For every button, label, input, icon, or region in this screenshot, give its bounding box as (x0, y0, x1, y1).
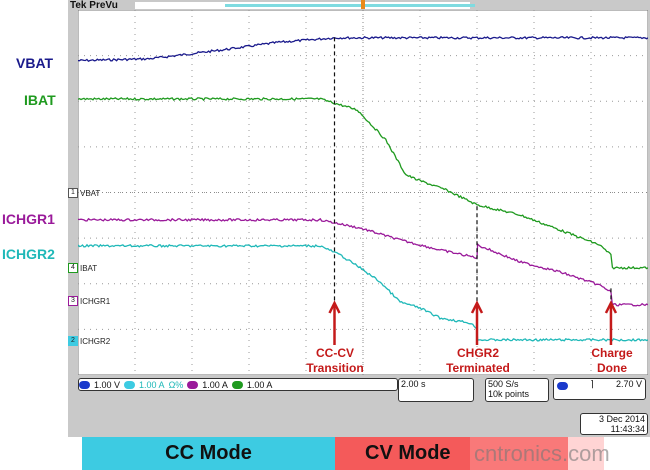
label-vbat: VBAT (16, 55, 54, 71)
trigger-marker-icon (361, 0, 365, 9)
timebase-box[interactable]: 2.00 s (398, 378, 474, 402)
trigger-level: 2.70 V (615, 379, 642, 389)
label-ichgr1: ICHGR1 (2, 211, 55, 227)
label-ibat: IBAT (24, 92, 56, 108)
ch2-scale: 1.00 A (139, 379, 165, 390)
ch-name: VBAT (80, 188, 101, 198)
channel-marker-3: 3 ICHGR1 (68, 296, 110, 306)
brand: Tek (70, 0, 87, 11)
ch4-scale: 1.00 A (246, 379, 273, 390)
cv-mode-label: CV Mode (365, 442, 451, 464)
ch1-icon (79, 380, 90, 389)
cv-mode-band: CV Mode (335, 437, 568, 470)
label-ichgr2: ICHGR2 (2, 246, 55, 262)
channel-scale-bar[interactable]: 1.00 V 1.00 A Ω% 1.00 A 1.00 A (78, 378, 398, 391)
trigger-box[interactable]: ⌉ 2.70 V (553, 378, 646, 400)
ch-name: ICHGR2 (80, 336, 111, 346)
ch3-scale: 1.00 A (202, 379, 228, 390)
watermark (470, 437, 604, 470)
time: 11:43:34 (610, 424, 645, 434)
trace-ichgr2 (78, 243, 648, 342)
ch2-icon (124, 380, 136, 389)
cc-mode-label: CC Mode (165, 442, 252, 464)
annotation-line: CC-CV (316, 346, 354, 360)
ch3-icon (187, 380, 199, 389)
ch-num: 2 (68, 336, 78, 346)
annotation-charge-done: Charge Done (580, 346, 644, 376)
mode: PreVu (89, 0, 118, 11)
record-window (225, 4, 475, 7)
watermark-text: cntronics.com (474, 441, 610, 466)
datetime-box: 3 Dec 2014 11:43:34 (580, 413, 648, 435)
ch-name: IBAT (80, 263, 98, 273)
annotation-line: Done (597, 361, 627, 375)
record-length: 10k points (488, 389, 530, 399)
scope-brand: Tek PreVu (70, 0, 118, 11)
ch-num: 3 (68, 296, 78, 306)
annotation-line: CHGR2 (456, 346, 499, 360)
channel-marker-1: 1 VBAT (68, 188, 100, 198)
falling-edge-icon: ⌉ (590, 379, 594, 389)
trace-vbat (78, 35, 648, 62)
arrow-up-icon (328, 300, 341, 314)
trigger-source-icon (557, 382, 568, 390)
sample-rate: 500 S/s (488, 379, 519, 389)
ch4-icon (231, 380, 243, 389)
arrow-up-icon (470, 300, 484, 314)
arrow-up-icon (604, 300, 618, 314)
acquisition-box[interactable]: 500 S/s 10k points (485, 378, 549, 402)
timebase: 2.00 s (401, 379, 426, 389)
annotation-line: Transition (306, 361, 364, 375)
waveform-plot (78, 10, 648, 375)
annotation-cc-cv: CC-CV Transition (300, 346, 370, 376)
ch2-bw: Ω% (168, 379, 184, 390)
ch1-scale: 1.00 V (94, 379, 121, 390)
channel-marker-4: 4 IBAT (68, 263, 97, 273)
date: 3 Dec 2014 (598, 414, 645, 424)
ch-name: ICHGR1 (80, 296, 111, 306)
annotation-chgr2: CHGR2 Terminated (438, 346, 518, 376)
trace-ibat (78, 96, 648, 270)
ch-num: 1 (68, 188, 78, 198)
channel-marker-2: 2 ICHGR2 (68, 336, 110, 346)
cc-mode-band: CC Mode (82, 437, 335, 470)
annotation-line: Charge (591, 346, 633, 360)
annotation-line: Terminated (446, 361, 510, 375)
ch-num: 4 (68, 263, 78, 273)
trace-ichgr1 (78, 217, 648, 307)
